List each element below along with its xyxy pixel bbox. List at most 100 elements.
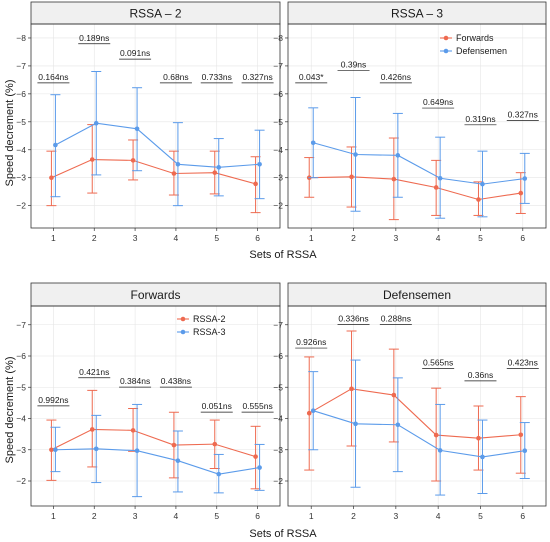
data-point [253,454,258,459]
panel-border [30,23,281,229]
data-point [310,140,316,146]
series-defensemen [308,96,530,219]
x-tick-label: 3 [393,511,398,521]
data-point [134,448,140,453]
y-tick-label: −5 [273,117,283,127]
data-point [433,185,439,190]
data-point [349,386,354,392]
x-tick-label: 6 [255,233,260,243]
data-point [306,410,312,416]
data-point [53,447,58,453]
figure-xlabel-bottom: Sets of RSSA [249,528,317,540]
y-tick-label: −3 [16,445,26,455]
y-tick-label: −5 [273,382,283,392]
series-forwards [304,137,526,221]
legend-key-point [180,316,186,322]
x-tick-label: 2 [92,233,97,243]
x-tick-label: 3 [133,233,138,243]
series-rssa-3 [308,359,530,496]
data-point [391,392,397,398]
series-line [309,176,521,201]
legend-label: Defensemen [456,46,507,56]
data-point [49,447,54,453]
p-value-label: 0.327ns [508,110,538,120]
p-value-label: 0.051ns [202,401,232,411]
series-line [313,410,525,458]
y-tick-label: −4 [273,145,283,155]
panel-border [30,305,281,507]
legend-key-point [443,35,449,41]
x-tick-label: 1 [51,233,56,243]
p-value-label: 0.426ns [381,72,411,82]
data-point [522,176,528,181]
data-point [216,165,222,170]
x-tick-label: 2 [351,233,356,243]
data-point [395,153,401,158]
data-point [257,465,262,470]
y-tick-label: −3 [273,445,283,455]
plot-area [288,24,546,228]
y-tick-label: −7 [273,61,283,71]
y-tick-label: −5 [16,117,26,127]
x-tick-label: 5 [478,233,483,243]
p-value-label: 0.091ns [120,48,150,58]
y-tick-label: −7 [16,61,26,71]
plot-area [288,306,546,506]
facet-panel-3: Forwards −7 −6 −5 −4 −3 −2 1 2 3 4 5 6 0.992ns 0.421ns… [16,282,281,521]
data-point [89,427,95,432]
data-point [130,158,136,163]
p-value-label: 0.565ns [423,357,453,367]
plot-area [31,306,280,506]
data-point [395,422,401,428]
figure-ylabel-bottom: Speed decrement (%) [4,357,16,464]
panel-border [287,23,547,229]
p-value-label: 0.733ns [202,72,232,82]
y-tick-label: −8 [273,33,283,43]
x-tick-label: 1 [309,233,314,243]
x-tick-label: 5 [478,511,483,521]
x-tick-label: 6 [520,233,525,243]
p-value-label: 0.319ns [465,114,495,124]
data-point [518,190,524,196]
x-tick-label: 1 [51,511,56,521]
p-value-label: 0.36ns [468,370,494,380]
y-tick-label: −4 [16,145,26,155]
series-line [51,428,256,458]
p-value-label: 0.189ns [79,33,109,43]
series-line [55,122,260,168]
data-point [310,408,316,413]
data-point [212,170,218,175]
data-point [93,446,99,452]
data-point [518,432,524,438]
series-rssa-2 [304,330,526,482]
p-value-label: 0.423ns [508,357,538,367]
p-value-label: 0.39ns [341,59,367,69]
legend-label: RSSA-3 [193,327,226,337]
data-point [391,176,397,182]
data-point [476,197,481,202]
x-tick-label: 6 [255,511,260,521]
facet-title: Defensemen [383,288,451,302]
facet-panel-2: RSSA – 3 −8 −7 −6 −5 −4 −3 −2 1 2 3 4 5 6 0.043* 0.39ns… [273,1,547,243]
series-rssa-3 [50,403,265,498]
p-value-label: 0.992ns [38,395,68,405]
x-tick-label: 4 [436,511,441,521]
y-tick-label: −6 [273,351,283,361]
x-tick-label: 4 [174,511,179,521]
data-point [130,428,136,433]
p-value-label: 0.555ns [242,401,272,411]
data-point [480,181,485,187]
y-tick-label: −6 [16,351,26,361]
p-value-label: 0.327ns [242,72,272,82]
x-tick-label: 2 [92,511,97,521]
legend-key-point [180,329,186,335]
facet-title: RSSA – 2 [129,7,181,21]
p-value-label: 0.649ns [423,97,453,107]
y-tick-label: −4 [16,414,26,424]
legend-key-point [443,48,449,54]
y-tick-label: −4 [273,414,283,424]
data-point [433,432,439,438]
data-point [353,152,358,157]
x-tick-label: 2 [351,511,356,521]
series-line [313,142,525,185]
